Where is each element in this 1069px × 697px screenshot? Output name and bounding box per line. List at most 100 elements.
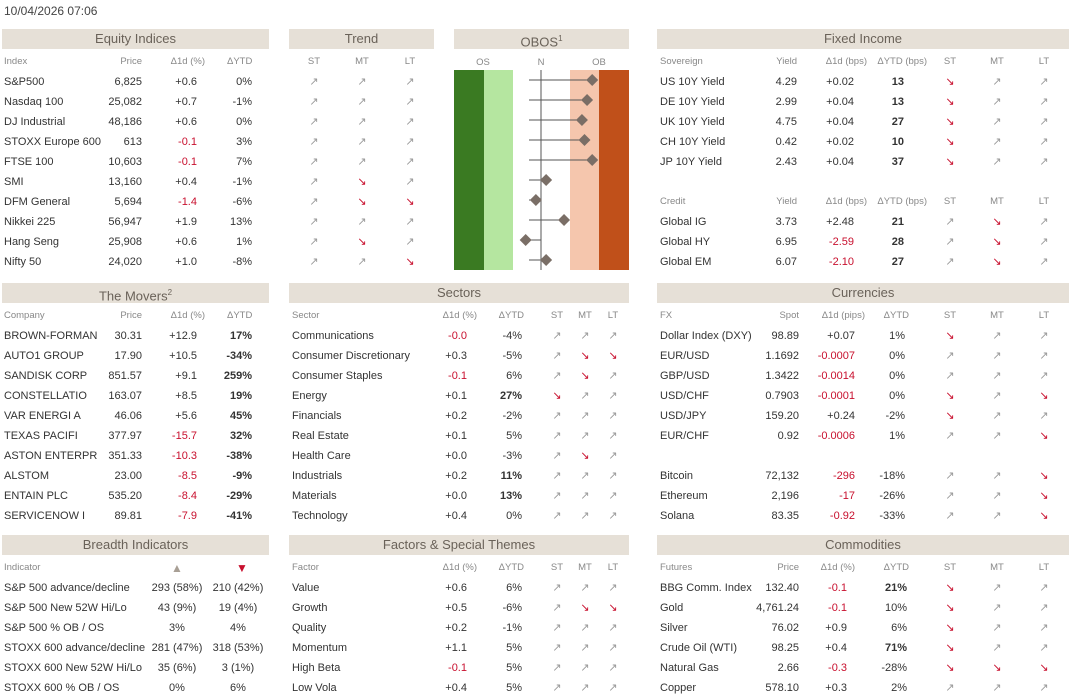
breadth-name: STOXX 600 New 52W Hi/Lo (4, 662, 142, 674)
column-header: LT (607, 310, 619, 321)
bond-name: US 10Y Yield (660, 76, 725, 88)
mover-row: TEXAS PACIFI 377.97 -15.7 32% (2, 426, 269, 446)
trend-arrow-icon: ↘ (552, 390, 562, 402)
column-header: Δ1d (%) (820, 562, 855, 573)
trend-arrow-icon: ↗ (992, 96, 1002, 108)
trend-arrow-icon: ↗ (309, 116, 319, 128)
column-header: Price (120, 310, 142, 321)
equity-row: Nikkei 225 56,947 +1.9 13% (2, 212, 269, 232)
column-header: ST (943, 56, 957, 67)
trend-arrow-icon: ↗ (945, 510, 955, 522)
fixed-income-table: Sovereign Yield Δ1d (bps) ΔYTD (bps) ST MT LT U… (657, 52, 1069, 272)
breadth-decline: 3 (1%) (221, 662, 255, 674)
fx-row: USD/CHF 0.7903 -0.0001 0% ↘ ↗ ↘ (657, 386, 1069, 406)
column-header: Futures (660, 562, 693, 573)
trend-arrow-icon: ↗ (552, 430, 562, 442)
index-name: S&P500 (4, 76, 45, 88)
trend-arrow-icon: ↘ (580, 350, 590, 362)
mover-change-ytd: 17% (229, 330, 252, 342)
obos-zone-ob-extreme (599, 70, 629, 270)
trend-arrow-icon: ↗ (1039, 350, 1049, 362)
trend-arrow-icon: ↗ (552, 370, 562, 382)
fx-row-column-header: FX Spot Δ1d (pips) ΔYTD ST MT LT (657, 306, 1069, 326)
crypto-row: Ethereum 2,196 -17 -26% ↗ ↗ ↘ (657, 486, 1069, 506)
obos-marker (540, 254, 553, 266)
index-change-ytd: 0% (236, 116, 252, 128)
breadth-advance: 43 (9%) (157, 602, 197, 614)
fx-name: USD/CHF (660, 390, 709, 402)
trend-arrow-icon: ↗ (357, 116, 367, 128)
trend-arrow-icon: ↗ (1039, 682, 1049, 694)
trend-arrow-icon: ↗ (405, 96, 415, 108)
breadth-decline: 19 (4%) (218, 602, 258, 614)
equity-row: FTSE 100 10,603 -0.1 7% (2, 152, 269, 172)
commodity-name: Copper (660, 682, 697, 694)
trend-arrow-icon: ↘ (1039, 510, 1049, 522)
column-header: Δ1d (pips) (821, 310, 865, 321)
breadth-row: STOXX 600 % OB / OS 0% 6% (2, 678, 269, 697)
index-name: SMI (4, 176, 24, 188)
index-change-1d: +0.6 (175, 76, 197, 88)
fx-change-1d: -17 (839, 490, 855, 502)
trend-arrow-icon: ↘ (580, 602, 590, 614)
sector-change-1d: +0.2 (445, 410, 467, 422)
trend-arrow-icon: ↘ (992, 216, 1002, 228)
column-header: ST (550, 562, 564, 573)
index-name: DJ Industrial (4, 116, 66, 128)
trend-arrow-icon: ↗ (608, 582, 618, 594)
obos-svg: OS N OB (454, 57, 629, 270)
index-name: Nikkei 225 (4, 216, 56, 228)
fixed-income-header: Fixed Income (657, 29, 1069, 49)
trend-arrow-icon: ↗ (405, 236, 415, 248)
index-price: 48,186 (108, 116, 142, 128)
index-change-ytd: 13% (229, 216, 252, 228)
trend-arrow-icon: ↗ (552, 602, 562, 614)
commodity-change-1d: -0.3 (828, 662, 847, 674)
trend-arrow-icon: ↗ (1039, 96, 1049, 108)
mover-change-ytd: -41% (226, 510, 252, 522)
bond-change-ytd: 13 (891, 96, 904, 108)
factor-change-ytd: -1% (502, 622, 522, 634)
sovereign-row: UK 10Y Yield 4.75 +0.04 27 ↘ ↗ ↗ (657, 112, 1069, 132)
commodity-price: 132.40 (765, 582, 799, 594)
obos-footnote: 1 (558, 34, 563, 43)
trend-arrow-icon: ↘ (357, 176, 367, 188)
trend-arrow-icon: ↘ (945, 602, 955, 614)
column-header: ΔYTD (498, 310, 524, 321)
column-header: MT (578, 562, 592, 573)
trend-row: ↗ ↗ ↗ (289, 72, 434, 92)
bond-change-1d: +0.04 (826, 116, 854, 128)
mover-name: SERVICENOW I (4, 510, 86, 522)
mover-change-1d: -8.5 (178, 470, 197, 482)
column-header: MT (578, 310, 592, 321)
obos-marker (529, 194, 542, 206)
mover-change-1d: -10.3 (171, 450, 197, 462)
credit-row-column-header: Credit Yield Δ1d (bps) ΔYTD (bps) ST MT LT (657, 192, 1069, 212)
trend-arrow-icon: ↗ (357, 76, 367, 88)
obos-marker (581, 94, 594, 106)
commodity-change-ytd: -28% (881, 662, 907, 674)
column-header: Spot (779, 310, 799, 321)
trend-arrow-icon: ↗ (405, 116, 415, 128)
index-price: 25,082 (108, 96, 142, 108)
fx-change-ytd: -33% (879, 510, 905, 522)
fx-change-ytd: 0% (889, 390, 905, 402)
obos-marker (586, 74, 599, 86)
sector-name: Materials (292, 490, 337, 502)
commodity-change-1d: +0.3 (825, 682, 847, 694)
mover-name: SANDISK CORP (4, 370, 88, 382)
trend-arrow-icon: ↘ (608, 350, 618, 362)
sector-change-ytd: -5% (502, 350, 522, 362)
factor-change-1d: +1.1 (445, 642, 467, 654)
trend-arrow-icon: ↗ (357, 216, 367, 228)
equity-row: Nasdaq 100 25,082 +0.7 -1% (2, 92, 269, 112)
index-change-ytd: 0% (236, 76, 252, 88)
sector-change-ytd: 13% (499, 490, 522, 502)
equity-row: DJ Industrial 48,186 +0.6 0% (2, 112, 269, 132)
column-header: MT (990, 562, 1004, 573)
commodity-row: Natural Gas 2.66 -0.3 -28% ↘ ↘ ↘ (657, 658, 1069, 678)
trend-arrow-icon: ↘ (945, 622, 955, 634)
column-header: ST (943, 196, 957, 207)
index-price: 5,694 (114, 196, 142, 208)
trend-arrow-icon: ↘ (405, 196, 415, 208)
